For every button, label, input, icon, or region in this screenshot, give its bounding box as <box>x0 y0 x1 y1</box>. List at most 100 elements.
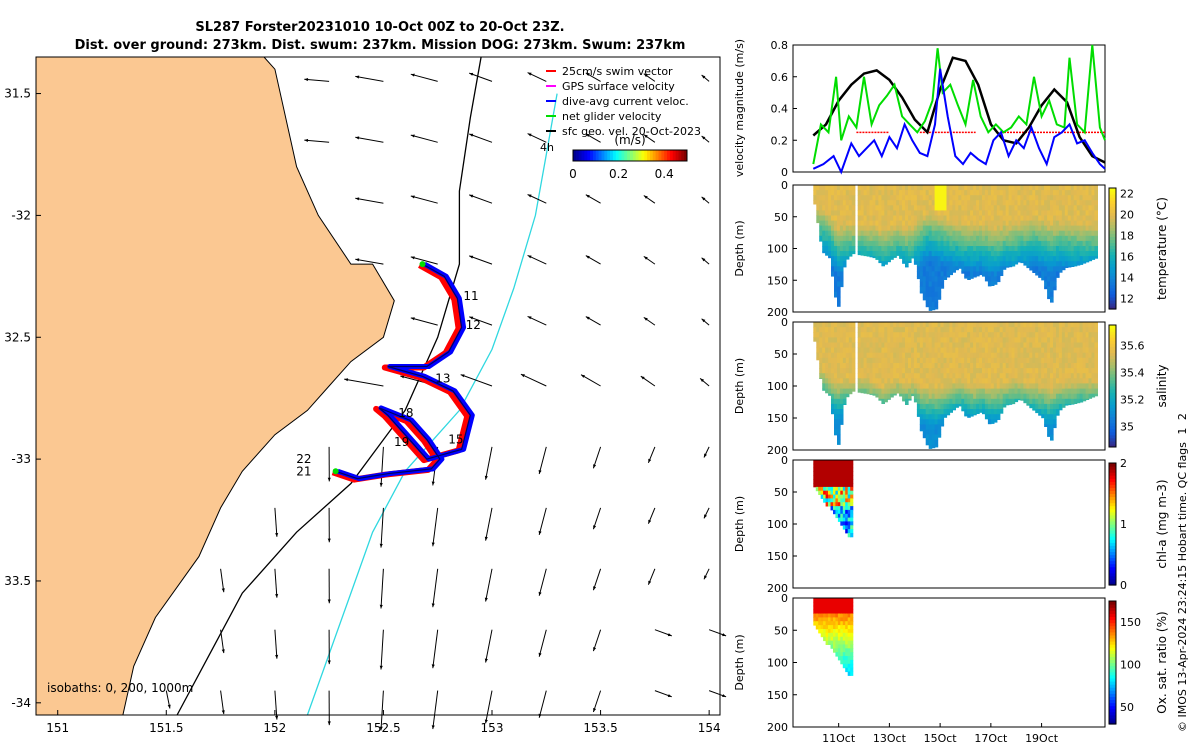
temperature-cell <box>943 240 948 247</box>
salinity-cell <box>905 352 909 359</box>
salinity-cell <box>857 327 862 333</box>
salinity-cell <box>961 342 965 349</box>
chla-cell <box>828 460 832 465</box>
map-corner-label: 4h <box>540 141 554 154</box>
temperature-cell <box>893 190 897 196</box>
velocity-y-tick-label: 0 <box>781 166 788 179</box>
salinity-cell <box>928 327 933 333</box>
temperature-cell <box>949 225 953 232</box>
salinity-cell <box>822 327 826 333</box>
salinity-cell <box>890 332 894 338</box>
salinity-cell <box>813 337 817 342</box>
salinity-cell <box>946 388 951 395</box>
temperature-cell <box>851 220 856 227</box>
temperature-cell <box>911 205 915 211</box>
salinity-cell <box>934 444 939 448</box>
temperature-cell <box>905 235 909 242</box>
oxygen-cell <box>847 667 851 673</box>
chla-cell <box>847 467 851 472</box>
temperature-cell <box>1094 215 1098 222</box>
salinity-cell <box>982 327 986 333</box>
salinity-cell <box>1002 322 1007 328</box>
salinity-cell <box>834 368 838 374</box>
salinity-cell <box>834 424 838 430</box>
temperature-cell <box>928 266 933 272</box>
salinity-cell <box>916 373 921 379</box>
salinity-cell <box>1053 352 1057 359</box>
salinity-cell <box>851 327 856 333</box>
salinity-cell <box>1017 332 1022 338</box>
chla-cell <box>823 494 827 499</box>
oxygen-colorbar-cell <box>1109 714 1116 719</box>
geostrophic-arrowhead <box>275 594 279 598</box>
temperature-cell <box>1038 210 1042 216</box>
temperature-cell <box>825 200 829 206</box>
oxygen-cell <box>847 621 851 626</box>
salinity-cell <box>970 327 974 333</box>
salinity-cell <box>931 424 936 430</box>
temperature-colorbar-cell <box>1109 266 1116 271</box>
temperature-cell <box>831 251 835 257</box>
geostrophic-arrow <box>432 507 439 547</box>
temperature-cell <box>1020 190 1024 196</box>
velocity-series-dive-avg-current <box>812 68 1106 175</box>
temperature-cell <box>848 225 853 232</box>
temperature-cell <box>943 261 948 267</box>
temperature-cell <box>1056 185 1060 191</box>
salinity-cell <box>839 357 844 364</box>
salinity-cell <box>887 347 891 354</box>
temperature-cell <box>863 195 868 201</box>
salinity-cell <box>928 388 933 395</box>
salinity-cell <box>949 398 953 405</box>
temperature-cell <box>834 185 838 191</box>
date-x-tick-label: 13Oct <box>873 732 907 745</box>
salinity-cell <box>916 368 921 374</box>
temperature-cell <box>916 225 921 232</box>
temperature-cell <box>952 266 956 272</box>
chla-cell <box>825 498 829 503</box>
salinity-cell <box>1050 424 1054 430</box>
temperature-cell <box>987 246 992 252</box>
temperature-cell <box>857 251 862 256</box>
chla-cell <box>833 467 837 472</box>
temperature-cell <box>878 185 882 191</box>
temperature-cell <box>946 190 951 196</box>
salinity-cell <box>1032 363 1036 369</box>
temperature-cell <box>839 276 844 282</box>
salinity-cell <box>816 332 820 338</box>
temperature-cell <box>1053 195 1057 201</box>
chla-cell <box>818 486 822 492</box>
geostrophic-arrowhead <box>585 255 590 259</box>
temperature-cell <box>937 271 942 277</box>
temperature-cell <box>976 230 980 237</box>
oxygen-cell <box>837 613 841 618</box>
salinity-cell <box>973 332 977 338</box>
chla-cell <box>833 509 837 515</box>
temperature-cell <box>831 235 835 242</box>
temperature-cell <box>1002 240 1007 247</box>
temperature-cell <box>1047 271 1051 277</box>
temperature-cell <box>925 185 930 191</box>
temperature-cell <box>1005 256 1010 262</box>
salinity-cell <box>937 342 942 349</box>
temperature-cell <box>922 185 927 191</box>
temperature-cell <box>993 276 998 282</box>
temperature-cell <box>946 261 951 267</box>
salinity-cell <box>878 327 882 333</box>
salinity-cell <box>990 388 995 395</box>
salinity-cell <box>1002 368 1007 374</box>
chla-cell <box>837 467 841 472</box>
temperature-cell <box>952 261 956 267</box>
temperature-cell <box>1082 215 1087 222</box>
oxygen-y-tick-label: 150 <box>767 689 788 702</box>
colorbar-cell <box>684 150 688 161</box>
temperature-cell <box>999 220 1004 227</box>
salinity-cell <box>881 347 885 354</box>
salinity-cell <box>1026 398 1030 405</box>
salinity-cell <box>1014 352 1019 359</box>
temperature-cell <box>902 261 906 264</box>
temperature-cell <box>837 286 841 293</box>
chla-cell <box>837 502 841 507</box>
salinity-cell <box>1032 337 1036 343</box>
